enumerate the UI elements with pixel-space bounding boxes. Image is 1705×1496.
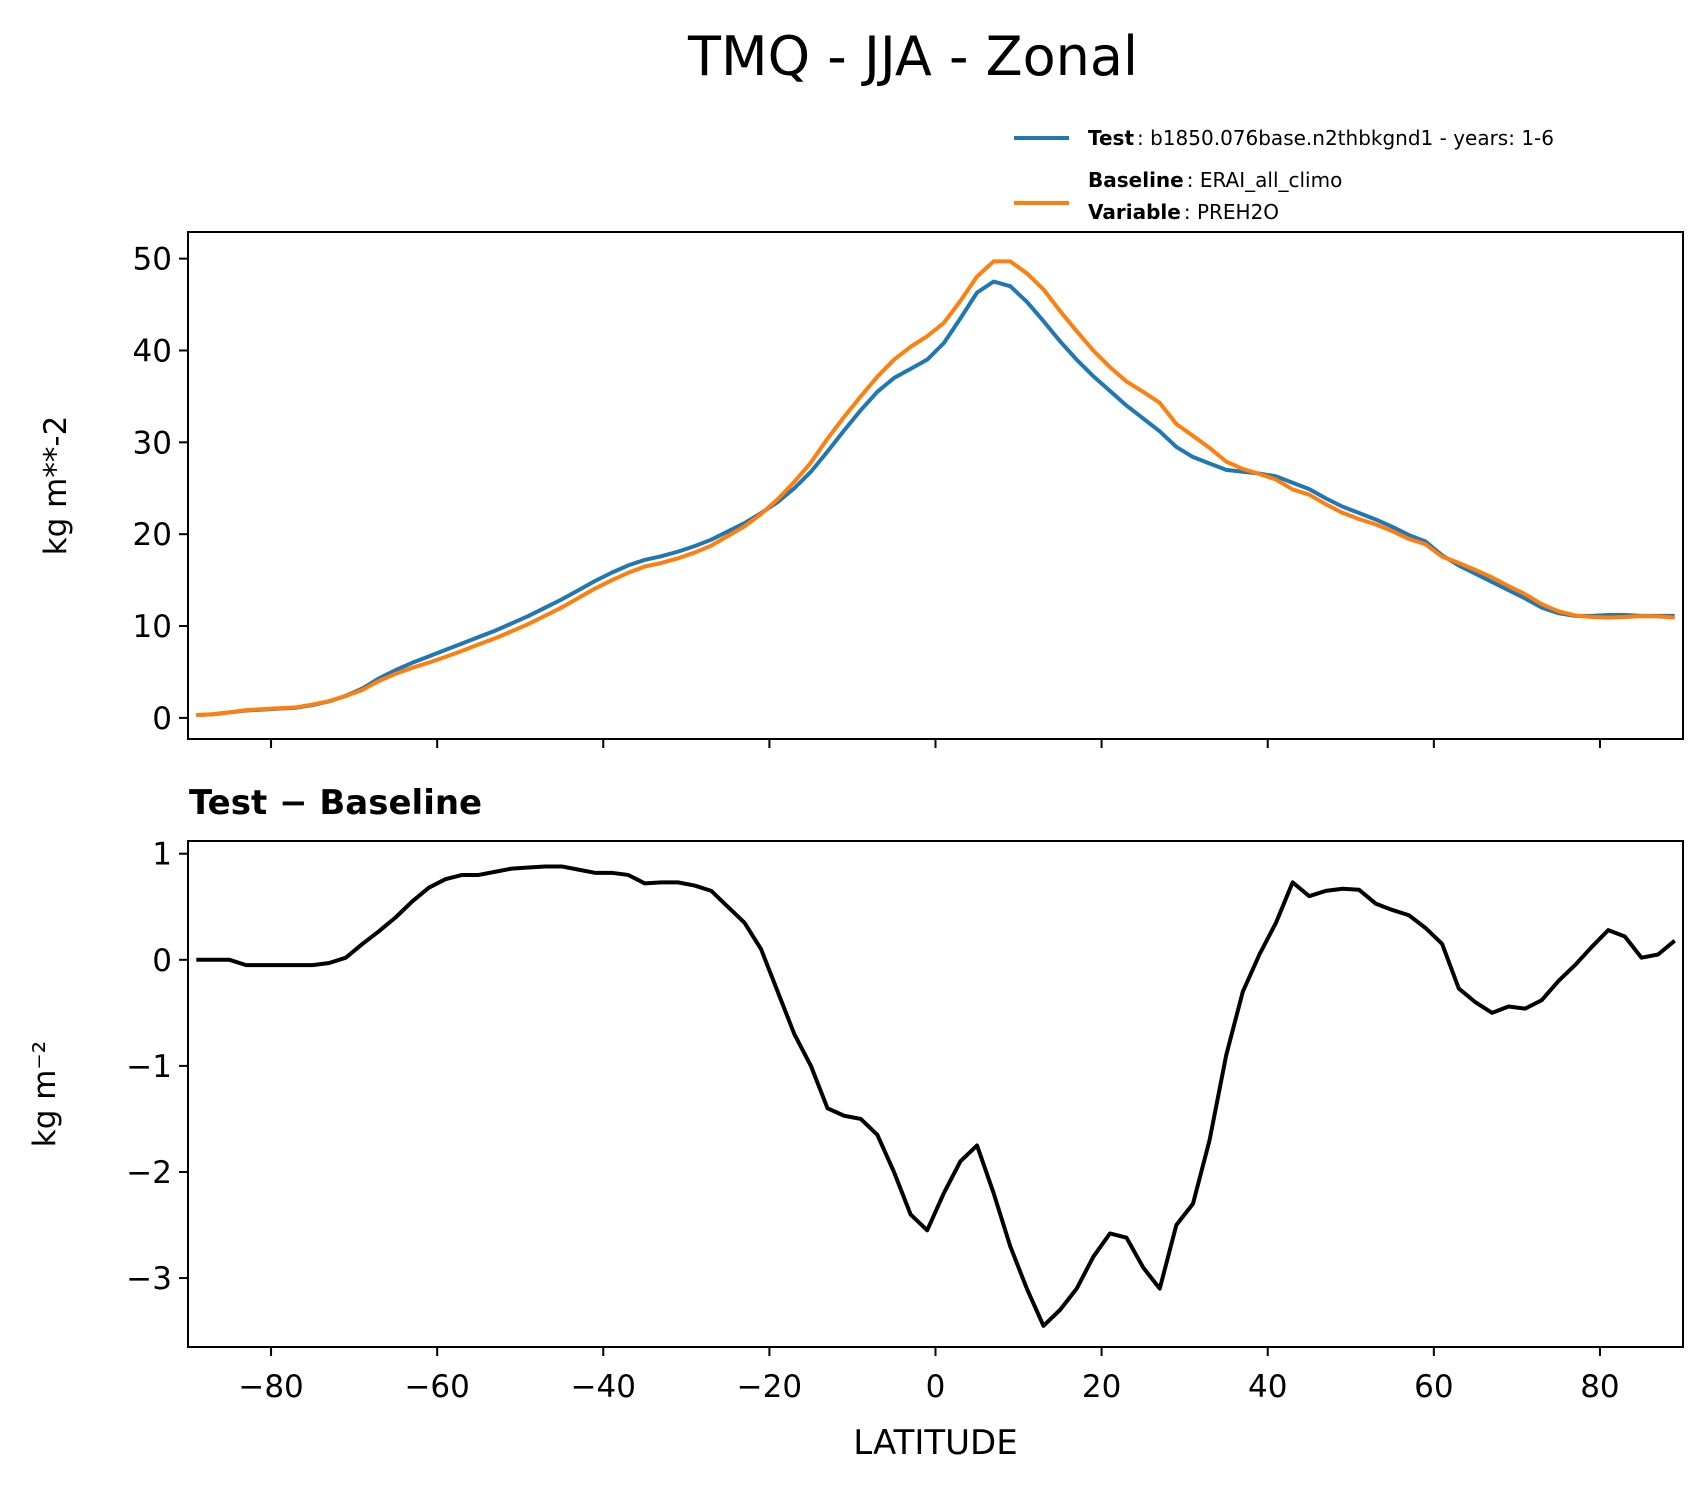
axes-title: Test − Baseline (189, 783, 482, 823)
legend-label: : ERAI_all_climo (1187, 168, 1343, 192)
y-tick-label: 10 (133, 609, 172, 645)
x-tick-label: −80 (238, 1369, 303, 1405)
x-tick-label: 40 (1248, 1369, 1287, 1405)
x-tick-label: −60 (404, 1369, 469, 1405)
y-axis-label: kg m**-2 (38, 416, 74, 556)
figure-title: TMQ - JJA - Zonal (687, 25, 1138, 88)
legend-label: : b1850.076base.n2thbkgnd1 - years: 1-6 (1137, 126, 1554, 150)
x-tick-label: −20 (737, 1369, 802, 1405)
legend-label: : PREH2O (1184, 200, 1279, 224)
y-tick-label: 1 (152, 837, 172, 873)
y-axis-label: kg m⁻² (27, 1041, 63, 1147)
x-tick-label: 60 (1414, 1369, 1453, 1405)
y-tick-label: 0 (152, 943, 172, 979)
y-tick-label: −1 (126, 1049, 172, 1085)
x-tick-label: 0 (926, 1369, 946, 1405)
axes-frame (187, 231, 1684, 740)
y-tick-label: 20 (133, 517, 172, 553)
y-tick-label: 50 (133, 242, 172, 278)
data-line (196, 864, 1676, 1328)
legend-name: Baseline (1088, 168, 1184, 192)
y-tick-label: 0 (152, 701, 172, 737)
data-line (196, 259, 1675, 718)
x-axis-label: LATITUDE (853, 1423, 1017, 1463)
legend-name: Variable (1088, 200, 1181, 224)
x-tick-label: −40 (571, 1369, 636, 1405)
data-line (196, 279, 1675, 718)
axes-frame (187, 840, 1684, 1348)
y-tick-label: 40 (133, 333, 172, 369)
y-tick-label: −2 (126, 1155, 172, 1191)
legend-name: Test (1088, 126, 1134, 150)
y-tick-label: 30 (133, 425, 172, 461)
y-tick-label: −3 (126, 1261, 172, 1297)
x-tick-label: 20 (1082, 1369, 1121, 1405)
x-tick-label: 80 (1580, 1369, 1619, 1405)
